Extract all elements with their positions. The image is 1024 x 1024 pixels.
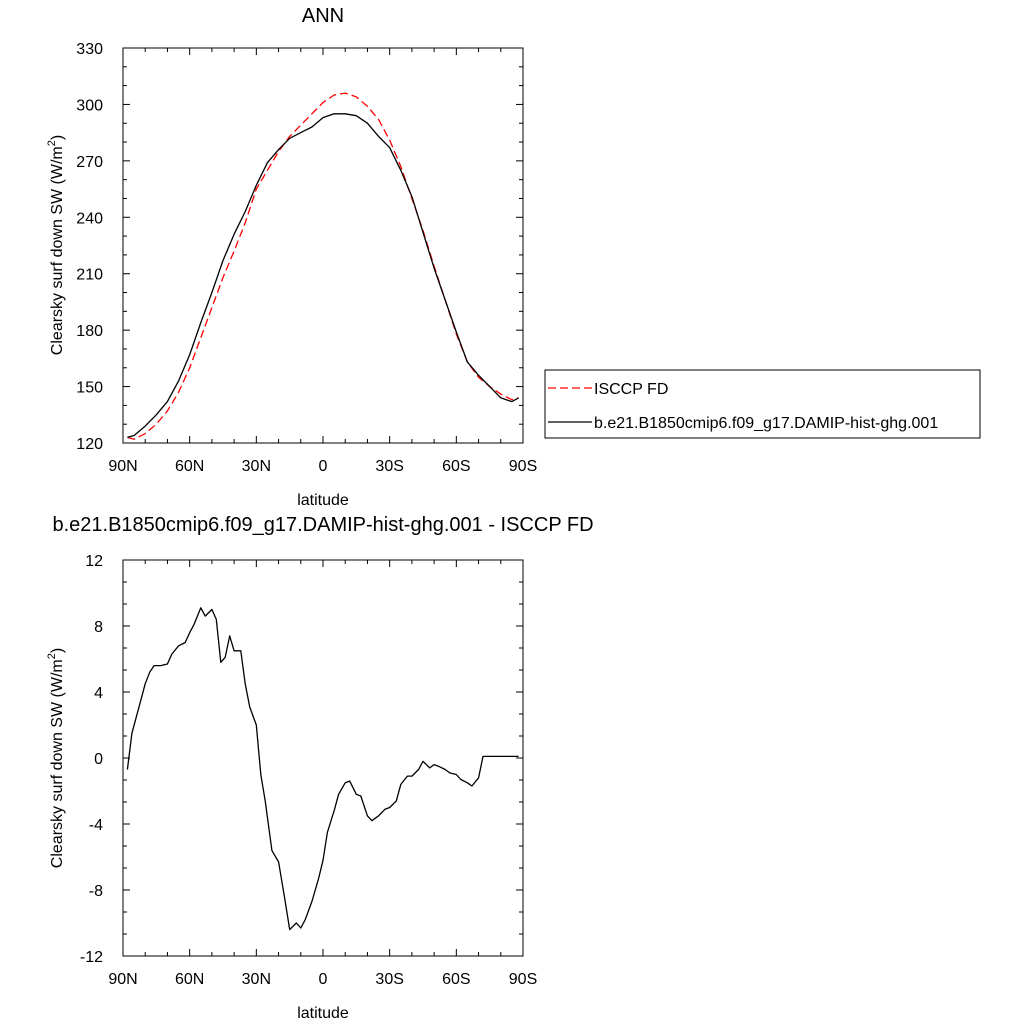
top-chart-y-tick-label: 270 (76, 154, 103, 171)
bottom-chart-x-tick-label: 0 (319, 971, 328, 988)
bottom-chart-y-tick-label: -4 (89, 817, 103, 834)
top-chart-x-tick-label: 30N (242, 458, 271, 475)
bottom-chart-x-tick-label: 30S (375, 971, 403, 988)
bottom-chart-x-axis-label: latitude (297, 1005, 349, 1022)
top-chart-series-line-0 (127, 92, 519, 440)
top-chart-x-tick-label: 30S (375, 458, 403, 475)
legend: ISCCP FD b.e21.B1850cmip6.f09_g17.DAMIP-… (544, 369, 981, 439)
bottom-chart-y-tick-label: 12 (85, 553, 103, 570)
top-chart-x-tick-label: 0 (319, 458, 328, 475)
bottom-chart-title: b.e21.B1850cmip6.f09_g17.DAMIP-hist-ghg.… (52, 514, 593, 536)
top-chart-y-tick-label: 180 (76, 323, 103, 340)
legend-label-model: b.e21.B1850cmip6.f09_g17.DAMIP-hist-ghg.… (594, 415, 938, 432)
bottom-chart-x-tick-label: 90S (509, 971, 537, 988)
top-chart-y-tick-label: 150 (76, 380, 103, 397)
top-chart-x-tick-label: 90S (509, 458, 537, 475)
top-chart-y-tick-label: 120 (76, 436, 103, 453)
bottom-chart-x-tick-label: 60S (442, 971, 470, 988)
top-chart-x-tick-label: 60N (175, 458, 204, 475)
bottom-chart-x-tick-label: 30N (242, 971, 271, 988)
top-chart-y-tick-label: 210 (76, 267, 103, 284)
top-chart-series-line-1 (127, 113, 519, 439)
bottom-chart-y-tick-label: 4 (94, 685, 103, 702)
bottom-chart-x-tick-label: 60N (175, 971, 204, 988)
top-chart-y-tick-label: 300 (76, 97, 103, 114)
bottom-chart-y-tick-label: -8 (89, 883, 103, 900)
top-chart-panel: ANN 90N 60N 30N 0 30S 60S 90S 120 150 180 210 240 27… (46, 5, 537, 509)
bottom-chart-x-tick-label: 90N (108, 971, 137, 988)
top-chart-x-tick-label: 60S (442, 458, 470, 475)
bottom-chart-panel: b.e21.B1850cmip6.f09_g17.DAMIP-hist-ghg.… (46, 514, 594, 1022)
legend-frame (544, 369, 981, 439)
legend-label-isccp-fd: ISCCP FD (594, 381, 668, 398)
bottom-chart-y-axis-label: Clearsky surf down SW (W/m2) (46, 648, 66, 868)
top-chart-y-tick-label: 330 (76, 41, 103, 58)
bottom-chart-series-line-0 (126, 607, 519, 931)
bottom-chart-y-tick-label: 0 (94, 751, 103, 768)
bottom-chart-y-tick-label: 8 (94, 619, 103, 636)
top-chart-x-axis-label: latitude (297, 492, 349, 509)
top-chart-title: ANN (302, 5, 344, 27)
bottom-chart-y-tick-label: -12 (80, 949, 103, 966)
top-chart-y-axis-label: Clearsky surf down SW (W/m2) (46, 135, 66, 355)
top-chart-y-tick-label: 240 (76, 210, 103, 227)
top-chart-x-tick-label: 90N (108, 458, 137, 475)
